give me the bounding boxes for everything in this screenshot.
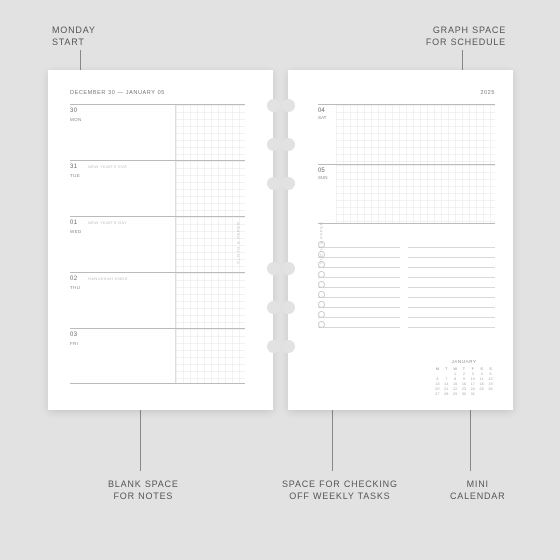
label-monday-start: MONDAY START xyxy=(52,24,96,48)
brand-left: CLOTH & PAPER xyxy=(235,221,240,263)
day-head: 30MON xyxy=(70,105,86,160)
day-graph xyxy=(175,217,245,272)
task-line xyxy=(318,248,400,258)
day-row: 03FRI xyxy=(70,328,245,384)
label-blank-notes: BLANK SPACE FOR NOTES xyxy=(108,478,179,502)
task-line xyxy=(318,238,400,248)
day-graph xyxy=(175,105,245,160)
day-note xyxy=(86,105,175,160)
task-line xyxy=(318,288,400,298)
mini-cal-month: JANUARY xyxy=(433,359,495,364)
binder-hole xyxy=(282,99,295,112)
day-graph xyxy=(175,329,245,383)
day-graph xyxy=(175,161,245,216)
binder-hole xyxy=(282,177,295,190)
day-note xyxy=(86,329,175,383)
label-graph-space: GRAPH SPACE FOR SCHEDULE xyxy=(426,24,506,48)
binder-hole xyxy=(267,138,280,151)
left-header: DECEMBER 30 — JANUARY 05 xyxy=(70,90,245,96)
right-header: 2025 xyxy=(318,90,495,96)
label-mini-cal: MINI CALENDAR xyxy=(450,478,505,502)
weekend-graph xyxy=(336,165,495,223)
note-line xyxy=(408,238,495,248)
task-line xyxy=(318,258,400,268)
day-note: NEW YEAR'S DAY xyxy=(86,217,175,272)
day-note: HANUKKAH ENDS xyxy=(86,273,175,328)
binder-hole xyxy=(282,301,295,314)
binder-hole xyxy=(267,177,280,190)
note-line xyxy=(408,318,495,328)
task-line xyxy=(318,268,400,278)
day-graph xyxy=(175,273,245,328)
task-line xyxy=(318,278,400,288)
planner-page-right: 2025 04SAT05SUN JANUARY MTWTFSS123456789… xyxy=(288,70,513,410)
weekend-row: 04SAT xyxy=(318,104,495,164)
binder-hole xyxy=(267,340,280,353)
note-line xyxy=(408,268,495,278)
note-line xyxy=(408,288,495,298)
binder-hole xyxy=(282,340,295,353)
pointer-minical xyxy=(470,405,471,471)
day-note: NEW YEAR'S EVE xyxy=(86,161,175,216)
weekend-graph xyxy=(336,105,495,164)
day-head: 31TUE xyxy=(70,161,86,216)
binder-hole xyxy=(267,262,280,275)
binder-hole xyxy=(267,99,280,112)
task-line xyxy=(318,308,400,318)
weekend-head: 04SAT xyxy=(318,105,336,164)
mini-calendar: JANUARY MTWTFSS1234567891011121314151617… xyxy=(433,359,495,396)
note-line xyxy=(408,248,495,258)
notes-column xyxy=(408,238,495,338)
day-row: 01WEDNEW YEAR'S DAY xyxy=(70,216,245,272)
planner-page-left: DECEMBER 30 — JANUARY 05 30MON31TUENEW Y… xyxy=(48,70,273,410)
binder-hole xyxy=(282,262,295,275)
note-line xyxy=(408,278,495,288)
task-line xyxy=(318,298,400,308)
label-tasks: SPACE FOR CHECKING OFF WEEKLY TASKS xyxy=(282,478,398,502)
weekend-row: 05SUN xyxy=(318,164,495,224)
day-head: 01WED xyxy=(70,217,86,272)
brand-right: CLOTH & PAPER xyxy=(319,221,324,263)
binder-hole xyxy=(267,301,280,314)
date-range: DECEMBER 30 — JANUARY 05 xyxy=(70,90,165,96)
note-line xyxy=(408,298,495,308)
mini-cal-table: MTWTFSS123456789101112131415161718192021… xyxy=(433,366,495,396)
note-line xyxy=(408,258,495,268)
day-row: 30MON xyxy=(70,104,245,160)
tasks-column xyxy=(318,238,400,338)
note-line xyxy=(408,308,495,318)
weekend-head: 05SUN xyxy=(318,165,336,223)
lower-section xyxy=(318,238,495,338)
binder-hole xyxy=(282,138,295,151)
day-head: 03FRI xyxy=(70,329,86,383)
day-head: 02THU xyxy=(70,273,86,328)
day-row: 31TUENEW YEAR'S EVE xyxy=(70,160,245,216)
day-row: 02THUHANUKKAH ENDS xyxy=(70,272,245,328)
task-line xyxy=(318,318,400,328)
year: 2025 xyxy=(480,90,495,96)
